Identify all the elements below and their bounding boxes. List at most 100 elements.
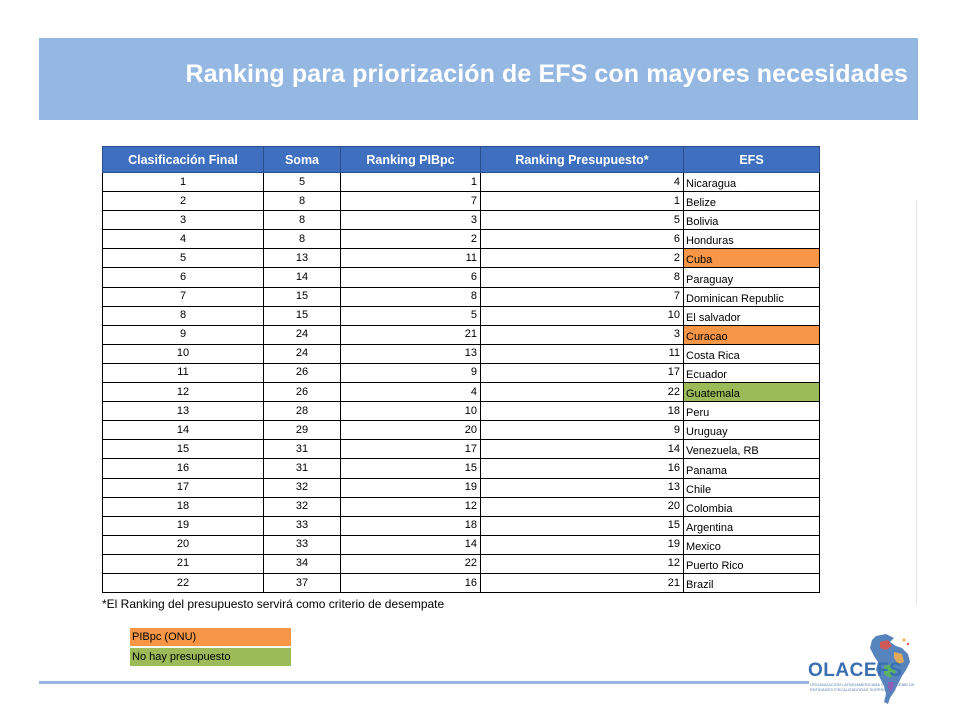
bottom-divider <box>39 681 809 684</box>
cell-soma: 8 <box>263 210 341 231</box>
cell-soma: 33 <box>263 534 341 555</box>
cell-efs: Ecuador <box>683 362 820 384</box>
cell-efs: Colombia <box>683 496 820 517</box>
legend-no-presupuesto: No hay presupuesto <box>130 648 291 666</box>
cell-ranking-presupuesto: 4 <box>480 171 684 193</box>
table-row: 16 31 15 16 Panama <box>102 458 820 479</box>
cell-ranking-presupuesto: 22 <box>480 382 684 403</box>
cell-ranking-pibpc: 13 <box>340 343 481 364</box>
cell-efs: Puerto Rico <box>683 553 820 574</box>
cell-ranking-pibpc: 10 <box>340 401 481 422</box>
cell-ranking-presupuesto: 2 <box>480 248 684 269</box>
cell-ranking-presupuesto: 10 <box>480 305 684 326</box>
table-row: 6 14 6 8 Paraguay <box>102 267 820 288</box>
cell-ranking-presupuesto: 8 <box>480 267 684 288</box>
cell-ranking-pibpc: 2 <box>340 229 481 250</box>
header-ranking-pibpc: Ranking PIBpc <box>340 146 481 173</box>
cell-clasificacion: 8 <box>102 305 264 326</box>
cell-efs: Argentina <box>683 515 820 536</box>
cell-soma: 5 <box>263 171 341 193</box>
table-row: 13 28 10 18 Peru <box>102 401 820 422</box>
table-body: 1 5 1 4 Nicaragua 2 8 7 1 Belize 3 8 3 5 Bolivia 4 8 2 6 Ho… <box>102 171 820 594</box>
cell-efs: Paraguay <box>683 267 820 288</box>
cell-efs: Dominican Republic <box>683 286 820 307</box>
cell-ranking-pibpc: 11 <box>340 248 481 269</box>
cell-clasificacion: 4 <box>102 229 264 250</box>
cell-soma: 31 <box>263 458 341 479</box>
cell-ranking-pibpc: 8 <box>340 286 481 307</box>
cell-clasificacion: 11 <box>102 362 264 384</box>
cell-soma: 14 <box>263 267 341 288</box>
table-row: 19 33 18 15 Argentina <box>102 515 820 536</box>
cell-soma: 13 <box>263 248 341 269</box>
cell-ranking-presupuesto: 21 <box>480 572 684 594</box>
cell-soma: 33 <box>263 515 341 536</box>
cell-clasificacion: 5 <box>102 248 264 269</box>
cell-ranking-pibpc: 4 <box>340 382 481 403</box>
cell-ranking-presupuesto: 6 <box>480 229 684 250</box>
cell-efs: Brazil <box>683 572 820 594</box>
cell-efs: Belize <box>683 191 820 212</box>
cell-clasificacion: 2 <box>102 191 264 212</box>
cell-efs: Chile <box>683 477 820 498</box>
cell-ranking-presupuesto: 20 <box>480 496 684 517</box>
cell-ranking-pibpc: 19 <box>340 477 481 498</box>
table-row: 20 33 14 19 Mexico <box>102 534 820 555</box>
cell-soma: 15 <box>263 286 341 307</box>
cell-ranking-pibpc: 20 <box>340 420 481 441</box>
cell-ranking-pibpc: 22 <box>340 553 481 574</box>
cell-ranking-pibpc: 14 <box>340 534 481 555</box>
header-soma: Soma <box>263 146 341 173</box>
cell-soma: 32 <box>263 496 341 517</box>
legend-pibpc: PIBpc (ONU) <box>130 628 291 646</box>
cell-ranking-pibpc: 5 <box>340 305 481 326</box>
cell-clasificacion: 14 <box>102 420 264 441</box>
cell-clasificacion: 19 <box>102 515 264 536</box>
table-row: 14 29 20 9 Uruguay <box>102 420 820 441</box>
logo-name: OLACEFS <box>808 660 903 681</box>
logo-subtitle: ORGANIZACIÓN LATINOAMERICANA Y DEL CARIB… <box>810 682 915 692</box>
cell-efs: Peru <box>683 401 820 422</box>
cell-soma: 26 <box>263 382 341 403</box>
header-clasificacion: Clasificación Final <box>102 146 264 173</box>
table-row: 9 24 21 3 Curacao <box>102 324 820 345</box>
cell-clasificacion: 15 <box>102 439 264 460</box>
cell-ranking-presupuesto: 13 <box>480 477 684 498</box>
cell-ranking-pibpc: 7 <box>340 191 481 212</box>
cell-ranking-pibpc: 1 <box>340 171 481 193</box>
cell-soma: 26 <box>263 362 341 384</box>
cell-ranking-presupuesto: 12 <box>480 553 684 574</box>
cell-efs: Costa Rica <box>683 343 820 364</box>
cell-ranking-pibpc: 9 <box>340 362 481 384</box>
cell-clasificacion: 10 <box>102 343 264 364</box>
cell-ranking-pibpc: 18 <box>340 515 481 536</box>
cell-clasificacion: 13 <box>102 401 264 422</box>
cell-clasificacion: 3 <box>102 210 264 231</box>
header-ranking-presupuesto: Ranking Presupuesto* <box>480 146 684 173</box>
cell-ranking-pibpc: 3 <box>340 210 481 231</box>
cell-efs: Guatemala <box>683 382 820 403</box>
cell-clasificacion: 12 <box>102 382 264 403</box>
cell-soma: 8 <box>263 191 341 212</box>
cell-ranking-presupuesto: 1 <box>480 191 684 212</box>
table-row: 18 32 12 20 Colombia <box>102 496 820 517</box>
cell-efs: Curacao <box>683 324 820 345</box>
cell-ranking-pibpc: 6 <box>340 267 481 288</box>
page-title: Ranking para priorización de EFS con may… <box>185 60 908 88</box>
cell-efs: Bolivia <box>683 210 820 231</box>
cell-soma: 32 <box>263 477 341 498</box>
table-row: 2 8 7 1 Belize <box>102 191 820 212</box>
cell-soma: 34 <box>263 553 341 574</box>
cell-ranking-presupuesto: 11 <box>480 343 684 364</box>
latin-america-map-icon <box>870 634 910 704</box>
cell-efs: Panama <box>683 458 820 479</box>
table-row: 4 8 2 6 Honduras <box>102 229 820 250</box>
table-row: 22 37 16 21 Brazil <box>102 572 820 594</box>
footnote: *El Ranking del presupuesto servirá como… <box>102 597 445 611</box>
ranking-table: Clasificación Final Soma Ranking PIBpc R… <box>102 146 820 594</box>
cell-soma: 29 <box>263 420 341 441</box>
table-row: 7 15 8 7 Dominican Republic <box>102 286 820 307</box>
table-row: 1 5 1 4 Nicaragua <box>102 171 820 193</box>
cell-clasificacion: 16 <box>102 458 264 479</box>
cell-ranking-presupuesto: 17 <box>480 362 684 384</box>
